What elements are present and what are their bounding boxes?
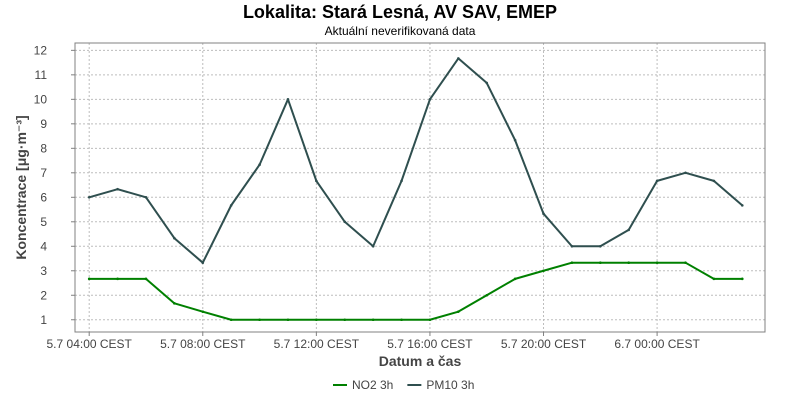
data-point [116,277,119,281]
y-tick-label: 3 [40,264,47,278]
data-point [599,244,602,248]
data-point [173,236,176,240]
data-point [258,318,261,322]
legend-label: PM10 3h [426,378,474,392]
data-point [343,220,347,224]
data-point [485,81,489,85]
data-point [315,318,318,322]
data-point [229,318,233,322]
data-point [371,318,375,322]
y-tick-label: 11 [35,68,48,82]
data-point [627,228,631,232]
data-point [286,98,290,101]
data-point [599,261,602,264]
x-tick-label: 5.7 08:00 CEST [160,337,246,351]
data-point [627,261,631,264]
series-line-1 [88,57,743,264]
y-tick-label: 12 [34,43,48,57]
chart-title: Lokalita: Stará Lesná, AV SAV, EMEP [242,2,558,22]
y-tick-label: 6 [40,190,47,204]
data-point [485,293,489,297]
data-point [201,261,205,264]
y-tick-label: 4 [40,239,47,253]
legend: NO2 3h PM10 3h [333,378,474,392]
data-point [400,318,403,322]
y-axis-title: Koncentrace [μg·m⁻³] [13,115,29,259]
data-point [457,57,460,60]
legend-label: NO2 3h [352,378,393,392]
data-point [315,179,318,183]
y-tick-label: 9 [40,117,47,131]
data-point [258,163,261,167]
data-point [542,212,545,216]
data-point [201,310,205,313]
y-tick-label: 10 [34,92,48,106]
y-tick-label: 8 [40,141,47,155]
data-point [428,98,432,101]
data-point [712,179,716,183]
data-point [655,179,659,183]
data-point [684,261,687,264]
series-layer [87,57,744,322]
data-point [87,195,91,199]
data-point [400,179,403,183]
data-point [144,195,148,199]
data-point [173,302,176,305]
data-point [144,277,148,281]
x-tick-label: 5.7 16:00 CEST [387,337,473,351]
data-point [87,277,91,281]
y-tick-label: 1 [40,313,47,327]
data-point [684,171,687,175]
data-point [542,269,545,273]
y-tick-label: 2 [40,288,47,302]
plot-area [74,42,766,333]
x-tick-label: 5.7 20:00 CEST [501,337,587,351]
data-point [740,277,744,281]
data-point [371,244,375,248]
x-axis-title: Datum a čas [379,353,462,369]
data-point [513,277,517,281]
data-point [457,310,460,313]
data-point [343,318,347,322]
data-point [570,244,574,248]
y-tick-label: 5 [40,215,47,229]
data-point [513,138,517,142]
data-point [655,261,659,264]
x-axis: 5.7 04:00 CEST 5.7 08:00 CEST 5.7 12:00 CE… [47,332,700,351]
data-point [740,204,744,207]
grid [75,43,765,332]
x-tick-label: 6.7 00:00 CEST [614,337,700,351]
data-point [286,318,290,322]
y-tick-label: 7 [40,166,47,180]
data-point [428,318,432,322]
x-tick-label: 5.7 12:00 CEST [274,337,360,351]
data-point [712,277,716,281]
data-point [570,261,574,264]
data-point [229,204,233,207]
series-line-0 [89,261,743,321]
x-tick-label: 5.7 04:00 CEST [47,337,133,351]
data-point [116,187,119,191]
chart-subtitle: Aktuální neverifikovaná data [324,24,476,38]
